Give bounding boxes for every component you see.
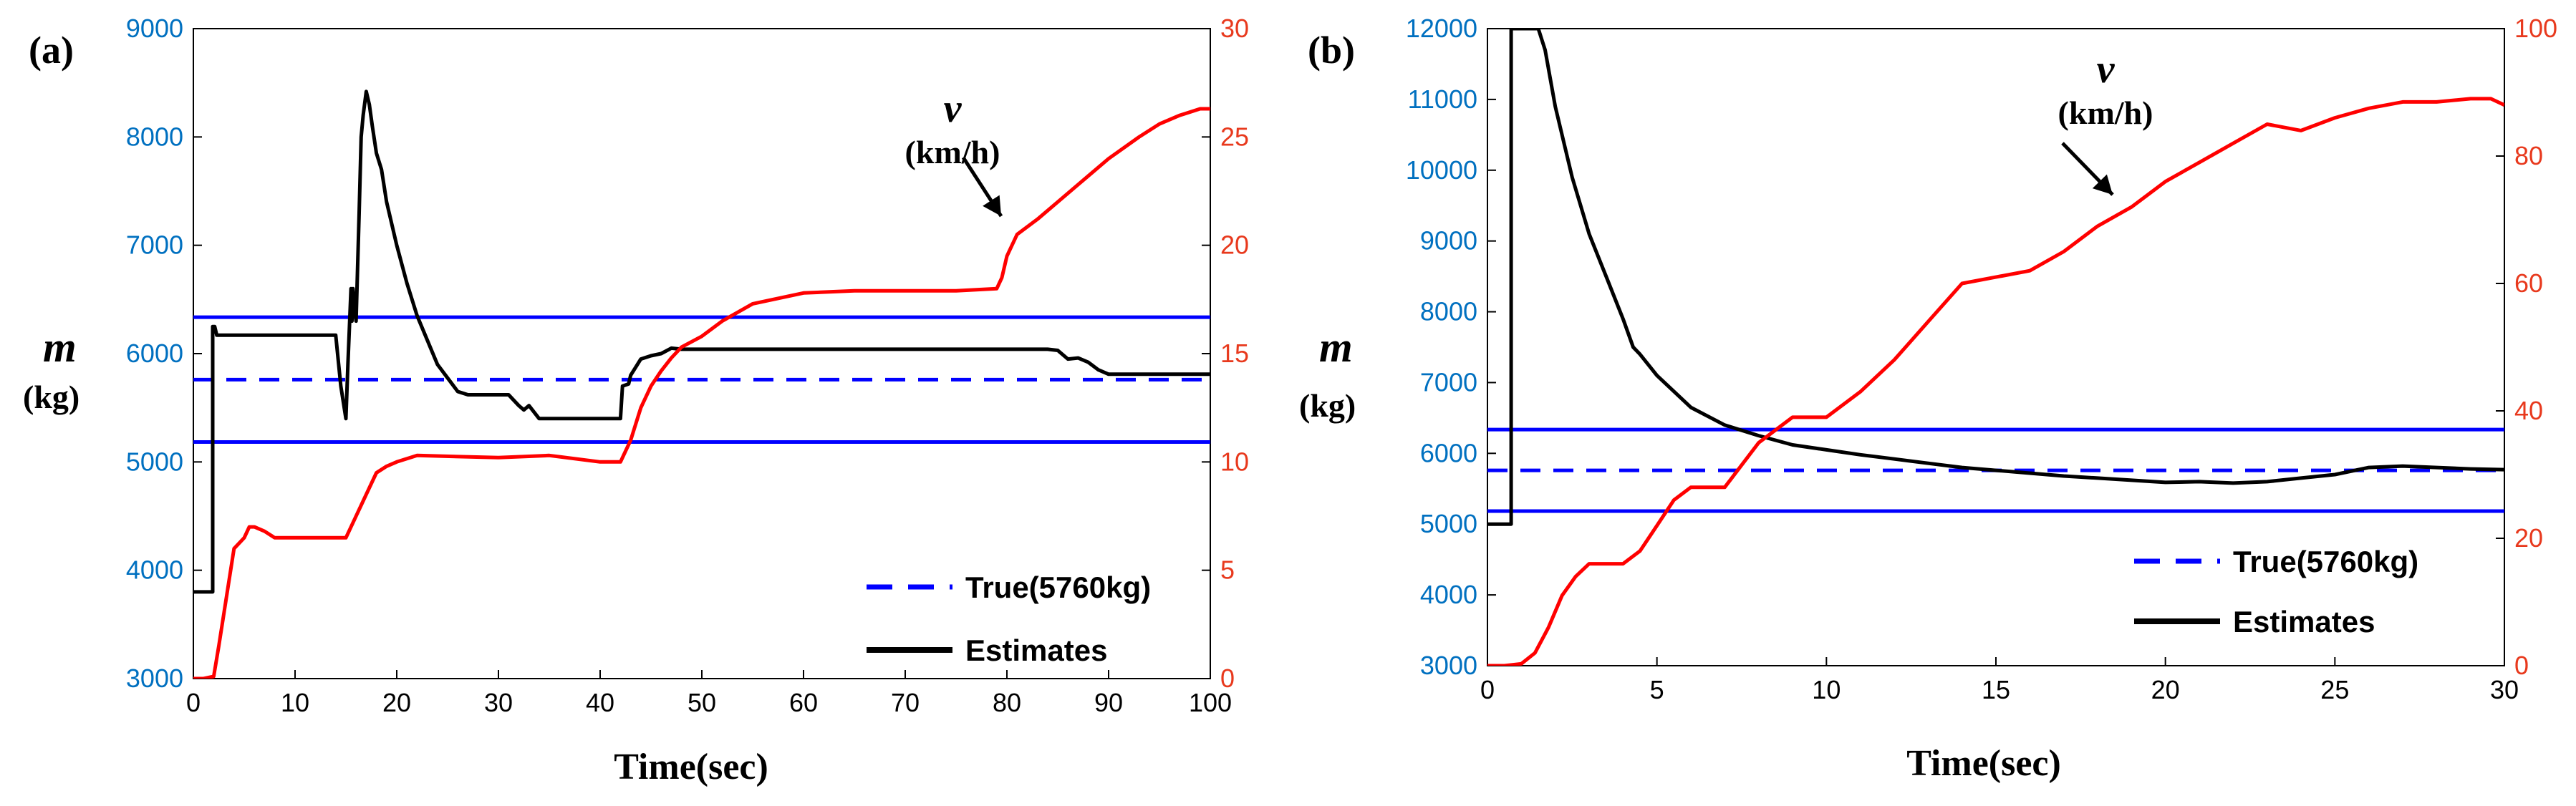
panel-b-left-tick-label: 5000 [1420,509,1477,538]
panel-b-left-tick-label: 7000 [1420,367,1477,397]
panel-b-x-tick-label: 25 [2320,675,2349,704]
panel-a-left-tick-label: 7000 [126,230,183,260]
panel-b-x-tick-label: 5 [1650,675,1664,704]
panel-b-legend-estimates-label: Estimates [2233,605,2375,639]
panel-b-speed-annotation-symbol: v [2097,47,2116,92]
panel-b-left-tick-label: 11000 [1408,84,1477,114]
panel-b-x-tick-label: 15 [1982,675,2010,704]
panel-a-left-tick-label: 4000 [126,555,183,585]
panel-a-x-tick-label: 60 [789,688,818,717]
panel-b-annotation-arrow-head [2092,174,2113,195]
panel-a-ylabel-unit: (kg) [23,379,79,415]
panel-b-xlabel: Time(sec) [1906,743,2061,784]
panel-a-x-tick-label: 90 [1094,688,1123,717]
panel-a-left-tick-label: 6000 [126,339,183,368]
panel-a-left-tick-label: 8000 [126,122,183,151]
panel-a-annotation-arrow-head [983,195,1001,216]
panel-b-ylabel-unit: (kg) [1299,387,1356,424]
panel-a-legend-true-label: True(5760kg) [965,570,1151,604]
panel-a-plot-area [193,89,1210,679]
panel-a-x-tick-label: 20 [382,688,411,717]
panel-b-right-tick-label: 100 [2514,14,2557,43]
panel-b-x-tick-label: 20 [2151,675,2180,704]
panel-a-speed-annotation-unit: (km/h) [905,134,1000,170]
panel-a-speed-series-line [193,107,1210,679]
panel-b-x-tick-label: 0 [1480,675,1495,704]
panel-b-right-tick-label: 20 [2514,523,2543,553]
panel-b-x-tick-label: 30 [2490,675,2519,704]
panel-a-right-tick-label: 20 [1220,230,1249,260]
panel-b-speed-series-line [1487,97,2504,666]
panel-b-label: (b) [1308,29,1355,72]
panel-a-ylabel-m: m [43,324,77,371]
panel-b-left-tick-label: 4000 [1420,580,1477,609]
panel-a-x-tick-label: 100 [1189,688,1232,717]
panel-b-left-tick-label: 9000 [1420,226,1477,256]
panel-b-left-tick-label: 6000 [1420,438,1477,467]
panel-a-right-tick-label: 15 [1220,339,1249,368]
panel-a-left-tick-label: 3000 [126,664,183,693]
panel-a-x-tick-label: 10 [281,688,309,717]
panel-a-x-tick-label: 40 [586,688,614,717]
panel-b-estimate-series-line [1487,29,2504,526]
panel-b-right-tick-label: 40 [2514,396,2543,425]
panel-a: (a) m (kg) Time(sec) 3000400050006000700… [23,14,1249,787]
panel-a-x-tick-label: 50 [688,688,716,717]
panel-b-left-tick-label: 8000 [1420,297,1477,326]
panel-a-left-tick-label: 9000 [126,14,183,43]
panel-b-speed-annotation-unit: (km/h) [2058,94,2153,131]
panel-a-right-tick-label: 25 [1220,122,1249,151]
panel-b-right-tick-label: 0 [2514,651,2529,680]
panel-a-right-tick-label: 5 [1220,555,1235,585]
panel-a-estimate-series-line [193,89,1210,594]
panel-a-right-tick-label: 10 [1220,447,1249,476]
panel-a-speed-annotation-symbol: v [944,87,963,131]
panel-a-right-tick-label: 0 [1220,664,1235,693]
panel-a-x-tick-label: 80 [993,688,1021,717]
panel-a-x-tick-label: 70 [891,688,920,717]
panel-b: (b) m (kg) Time(sec) 3000400050006000700… [1299,14,2557,784]
panel-a-right-tick-label: 30 [1220,14,1249,43]
panel-a-legend-estimates-label: Estimates [965,633,1107,667]
panel-b-x-tick-label: 10 [1812,675,1841,704]
panel-b-plot-area [1487,29,2504,666]
panel-b-right-tick-label: 80 [2514,141,2543,170]
panel-b-right-tick-label: 60 [2514,268,2543,298]
panel-a-left-tick-label: 5000 [126,447,183,476]
panel-a-label: (a) [29,29,74,72]
panel-a-x-tick-label: 30 [484,688,513,717]
panel-b-ylabel-m: m [1319,324,1353,371]
panel-b-left-tick-label: 12000 [1406,14,1477,43]
panel-a-x-tick-label: 0 [186,688,201,717]
panel-b-left-tick-label: 3000 [1420,651,1477,680]
panel-a-xlabel: Time(sec) [614,747,768,787]
panel-b-left-tick-label: 10000 [1406,155,1477,185]
panel-b-legend-true-label: True(5760kg) [2233,545,2418,578]
